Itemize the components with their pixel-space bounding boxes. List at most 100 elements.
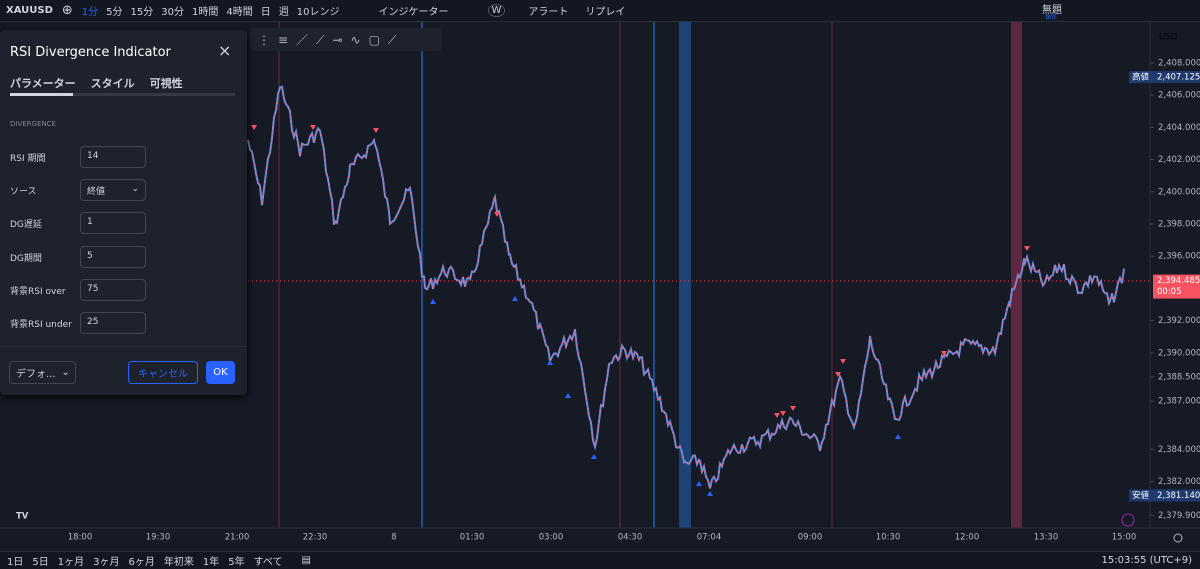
sell-signal xyxy=(840,359,846,364)
range[interactable]: 6ヶ月 xyxy=(128,557,155,568)
settings-icon[interactable] xyxy=(1173,533,1183,543)
drawing-toolbar[interactable]: ⋮≡／⟋⊸∿▢⟋ xyxy=(250,28,442,51)
top-toolbar: XAUUSD ⊕ 1分 5分 15分 30分 1時間 4時間日週 10レンジ インジケーター… xyxy=(0,0,1200,22)
price-badge xyxy=(1153,71,1200,84)
field-value: 5 xyxy=(87,250,93,261)
range[interactable]: 1ヶ月 xyxy=(57,557,85,568)
field-input[interactable]: 25 xyxy=(80,312,146,334)
price-tick-label: 2,402.000 xyxy=(1158,155,1200,165)
w-button[interactable]: W xyxy=(487,4,506,17)
ranges: 1日 5日 1ヶ月 3ヶ月 6ヶ月 年初来 1年 5年 すべて xyxy=(7,553,283,568)
add-symbol[interactable]: ⊕ xyxy=(61,3,73,18)
buy-signal xyxy=(895,434,901,439)
sell-signal xyxy=(310,125,316,130)
field-input[interactable]: 終値 ⌄ xyxy=(80,179,146,202)
field-input[interactable]: 1 xyxy=(80,212,146,235)
time-label: 07:04 xyxy=(697,533,722,543)
field-input[interactable]: 5 xyxy=(80,245,146,268)
field-input[interactable]: 75 xyxy=(80,278,146,301)
interval[interactable]: 4時間 xyxy=(226,7,253,18)
interval[interactable]: 週 xyxy=(278,7,289,18)
price-tick-label: 2,406.000 xyxy=(1158,91,1200,101)
time-label: 19:30 xyxy=(146,533,171,543)
save[interactable]: 保存 xyxy=(1045,14,1058,21)
interval[interactable]: 10レンジ xyxy=(296,7,340,18)
price-tick-label: 2,388.500 xyxy=(1158,372,1200,382)
buy-signal xyxy=(512,296,518,301)
close-button[interactable]: × xyxy=(218,41,232,60)
interval[interactable]: 5分 xyxy=(106,7,123,18)
buy-signal xyxy=(565,393,571,398)
price-tick-label: 2,392.000 xyxy=(1158,316,1200,326)
indicators[interactable]: インジケーター xyxy=(378,7,449,18)
preset-select[interactable]: デフォ... ⌄ xyxy=(9,361,76,384)
preset-text: デフォ... xyxy=(16,369,56,380)
field-label: ソース xyxy=(10,187,37,198)
date-range-icon[interactable]: ▤ xyxy=(301,555,311,566)
bottom-bar: 1日 5日 1ヶ月 3ヶ月 6ヶ月 年初来 1年 5年 すべて ▤ 15:03:55 (UTC+… xyxy=(0,551,1200,569)
price-badge-label: 2,394.485 xyxy=(1157,276,1200,286)
tab[interactable]: 可視性 xyxy=(149,77,183,90)
sell-signal xyxy=(835,372,841,377)
badge-tag: 安値 xyxy=(1132,490,1150,501)
price-tick-label: 2,396.000 xyxy=(1158,252,1200,262)
price-tick-label: 2,379.900 xyxy=(1158,511,1200,521)
symbol[interactable]: XAUUSD xyxy=(6,5,53,16)
signal-lines xyxy=(278,22,833,528)
field-value: 75 xyxy=(87,283,99,294)
layout-name[interactable]: 無題 xyxy=(1042,5,1062,16)
range[interactable]: 年初来 xyxy=(163,557,194,568)
field-label: 背景RSI under xyxy=(10,320,72,330)
sell-signal xyxy=(941,351,947,356)
price-tick-label: 2,390.000 xyxy=(1158,348,1200,358)
logo: TV xyxy=(16,512,29,522)
range[interactable]: 1年 xyxy=(202,557,220,568)
field-label: 背景RSI over xyxy=(10,286,66,297)
range[interactable]: 3ヶ月 xyxy=(93,557,120,568)
sell-signal xyxy=(494,212,500,217)
tab[interactable]: パラメーター xyxy=(10,77,76,90)
time-label: 21:00 xyxy=(225,533,250,543)
badge-tag-bg xyxy=(1129,71,1153,84)
price-badge-label: 2,407.125 xyxy=(1157,73,1200,83)
buy-signal xyxy=(547,360,553,365)
interval[interactable]: 1時間 xyxy=(192,7,219,18)
time-label: 8 xyxy=(391,533,396,543)
ok-button[interactable]: OK xyxy=(206,361,235,384)
time-label: 09:00 xyxy=(798,533,823,543)
field-input[interactable]: 14 xyxy=(80,146,146,168)
icon[interactable] xyxy=(1121,513,1135,527)
field-label: RSI 期間 xyxy=(10,154,46,164)
sell-signal xyxy=(780,411,786,416)
time-label: 03:00 xyxy=(539,533,564,543)
replay[interactable]: リプレイ xyxy=(585,7,626,18)
currency[interactable]: USD xyxy=(1159,33,1178,43)
dialog-title: RSI Divergence Indicator xyxy=(10,45,171,60)
time-label: 15:00 xyxy=(1112,533,1137,543)
chart-area: USD 2,408.000 2,406.000 2,404.000 2,402.000… xyxy=(0,22,1200,543)
range[interactable]: 1日 xyxy=(7,557,24,568)
badge-tag-bg xyxy=(1129,489,1153,502)
field-value: 1 xyxy=(87,217,93,228)
price-tick-label: 2,398.000 xyxy=(1158,220,1200,230)
badge-tag: 高値 xyxy=(1132,72,1150,83)
clock: 15:03:55 (UTC+9) xyxy=(1101,555,1192,566)
range[interactable]: すべて xyxy=(253,557,283,568)
interval[interactable]: 30分 xyxy=(161,7,185,18)
price-tick-label: 2,382.000 xyxy=(1158,477,1200,487)
field-label: DG期間 xyxy=(10,253,42,264)
time-label: 12:00 xyxy=(955,533,980,543)
time-label: 04:30 xyxy=(618,533,643,543)
tab[interactable]: スタイル xyxy=(90,77,135,90)
range[interactable]: 5年 xyxy=(228,557,245,568)
signals xyxy=(251,125,1030,496)
alert[interactable]: アラート xyxy=(528,7,569,18)
interval[interactable]: 日 xyxy=(260,7,271,18)
interval[interactable]: 1分 xyxy=(81,7,99,18)
section-label: DIVERGENCE xyxy=(10,120,56,128)
price-tick-label: 2,400.000 xyxy=(1158,187,1200,197)
cancel-button[interactable]: キャンセル xyxy=(128,361,198,384)
range[interactable]: 5日 xyxy=(32,557,49,568)
sell-signal xyxy=(251,125,257,130)
interval[interactable]: 15分 xyxy=(130,7,154,18)
